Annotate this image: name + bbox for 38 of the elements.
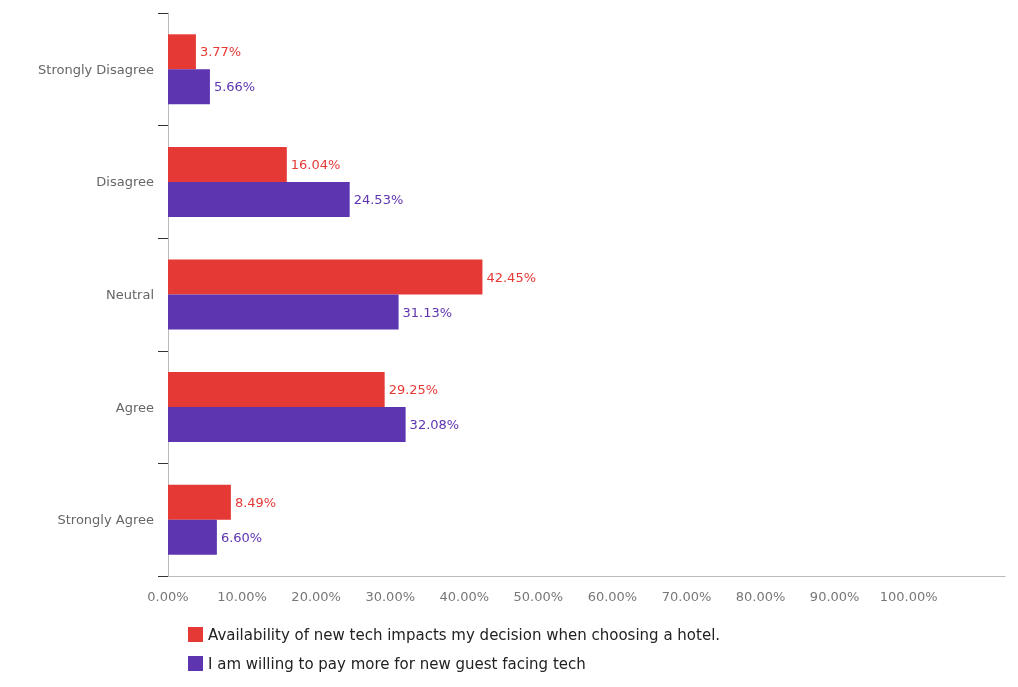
data-label: 6.60% — [220, 529, 263, 545]
x-tick-label: 30.00% — [365, 589, 415, 604]
x-tick-label: 20.00% — [291, 589, 341, 604]
x-tick-label: 100.00% — [879, 589, 938, 604]
bar — [168, 519, 217, 555]
data-label: 16.04% — [290, 156, 341, 172]
bar — [168, 407, 406, 443]
x-tick-label: 0.00% — [147, 589, 189, 604]
y-tick-label: Agree — [115, 399, 154, 415]
data-label: 29.25% — [388, 382, 439, 398]
data-label: 3.77% — [199, 44, 242, 60]
bar — [168, 69, 210, 105]
y-tick-label: Neutral — [106, 287, 154, 302]
bar — [168, 294, 399, 330]
bar — [168, 181, 350, 217]
x-tick-label: 90.00% — [809, 589, 860, 604]
x-tick-label: 10.00% — [217, 589, 267, 604]
y-tick-label: Strongly Disagree — [38, 61, 154, 77]
data-label: 24.53% — [353, 191, 404, 207]
y-tick-label: Disagree — [96, 174, 154, 190]
data-label: 8.49% — [234, 494, 277, 510]
x-tick-label: 50.00% — [513, 589, 564, 604]
legend-label: Availability of new tech impacts my decision when choosing a hotel. — [208, 625, 721, 644]
data-label: 32.08% — [409, 417, 460, 433]
bar — [168, 34, 196, 70]
data-label: 31.13% — [402, 304, 453, 320]
data-label: 5.66% — [213, 79, 256, 95]
bar — [168, 259, 483, 295]
data-label: 42.45% — [486, 269, 537, 285]
x-tick-label: 80.00% — [735, 589, 786, 604]
legend-label: I am willing to pay more for new guest facing tech — [208, 654, 586, 673]
y-tick-label: Strongly Agree — [57, 512, 154, 528]
x-tick-label: 70.00% — [661, 589, 712, 604]
bar — [168, 372, 385, 408]
bar — [168, 484, 231, 520]
x-tick-label: 40.00% — [439, 589, 490, 604]
bar — [168, 146, 287, 182]
x-tick-label: 60.00% — [587, 589, 638, 604]
